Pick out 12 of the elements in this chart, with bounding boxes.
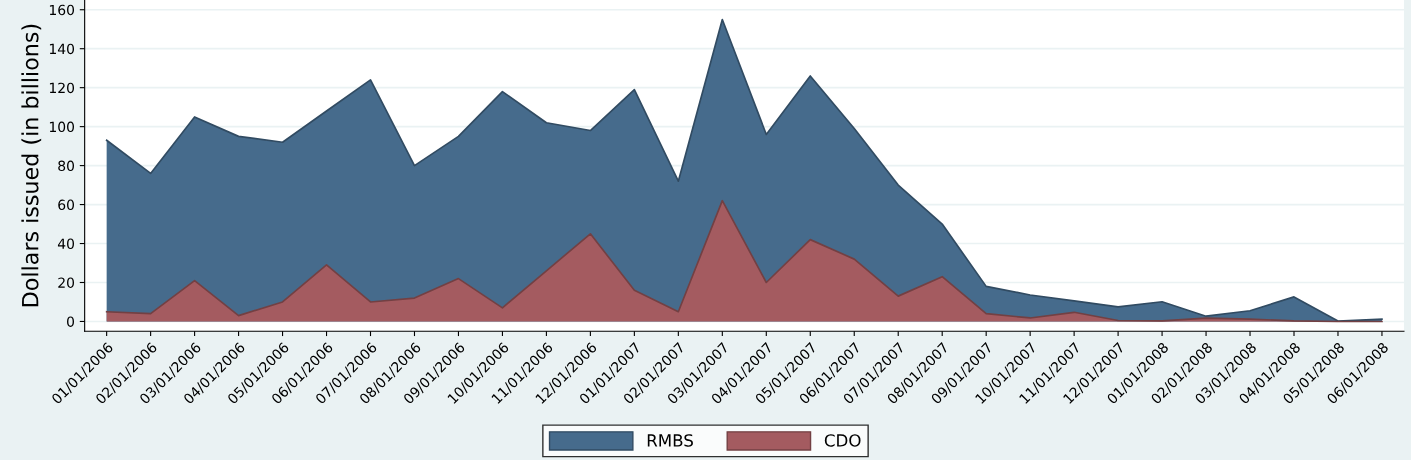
y-tick-label: 140 — [49, 43, 75, 55]
y-tick-label: 40 — [57, 238, 75, 249]
y-tick-label: 80 — [58, 160, 75, 172]
y-tick-label: 20 — [58, 277, 75, 288]
y-tick-label: 160 — [49, 4, 75, 16]
y-tick-label: 120 — [49, 82, 75, 94]
legend-label: CDO — [824, 434, 861, 447]
y-tick-label: 0 — [67, 316, 75, 327]
legend-label: RMBS — [647, 434, 693, 447]
y-tick-label: 60 — [58, 199, 75, 211]
y-axis-title: Dollars issued (in billions) — [21, 24, 42, 307]
y-tick-label: 100 — [49, 121, 75, 133]
